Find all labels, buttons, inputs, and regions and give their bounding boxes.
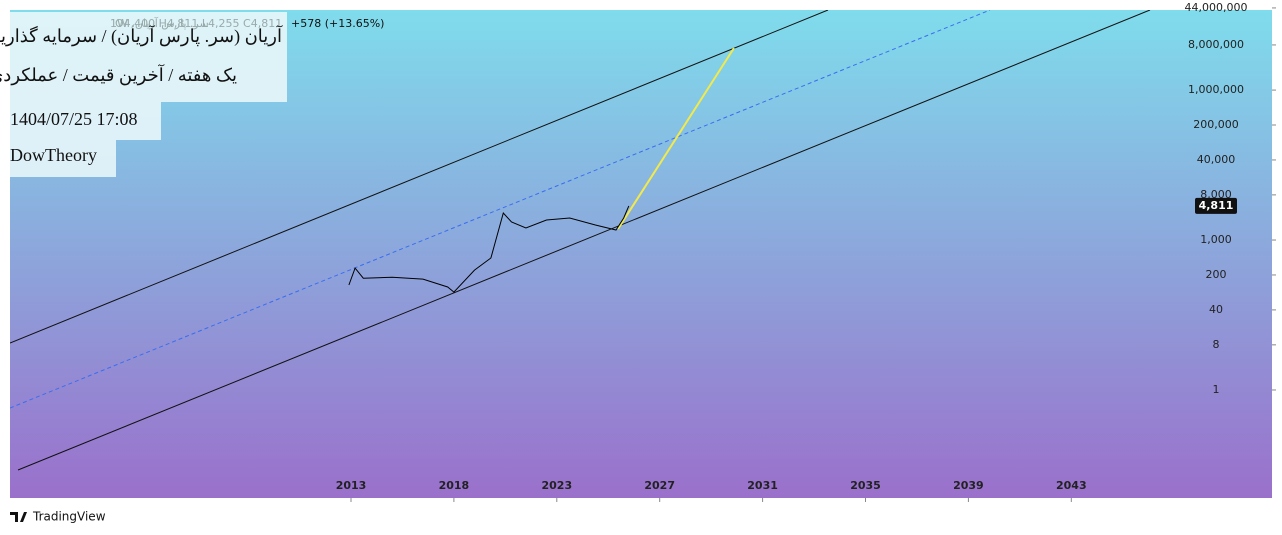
x-tick-label: 2043: [1056, 479, 1087, 492]
y-tick-label: 8,000,000: [1188, 38, 1244, 51]
y-tick-label: 40,000: [1197, 153, 1236, 166]
channel-middle: [10, 10, 991, 409]
brand: TradingView: [10, 510, 106, 524]
data-layer: 44,000,000 8,000,000 1,000,000 200,000 40,00…: [336, 1, 1276, 502]
title-box: [10, 12, 287, 64]
subtitle: یک هفته / آخرین قیمت / عملکردی: [0, 64, 237, 86]
brand-logo: [10, 512, 27, 522]
channel-lower: [17, 10, 1151, 471]
change-label: +578 (+13.65%): [291, 17, 384, 30]
author: DowTheory: [10, 145, 97, 165]
subtitle-box: [10, 64, 287, 102]
ohlc-label: O4,400 H4,811 L4,255 C4,811: [115, 17, 282, 30]
x-tick-label: 2027: [644, 479, 675, 492]
x-tick-label: 2035: [850, 479, 881, 492]
symbol-label: سر. پارس آریان، 1W: [110, 16, 209, 30]
last-price-label: 4,811: [1199, 199, 1234, 212]
x-tick-label: 2018: [439, 479, 470, 492]
y-tick-label: 40: [1209, 303, 1223, 316]
x-tick-label: 2031: [747, 479, 778, 492]
channel-upper: [10, 10, 829, 344]
title: آریان (سر. پارس آریان) / سرمایه گذاریها: [0, 25, 283, 47]
y-tick-label: 8: [1213, 338, 1220, 351]
y-tick-label: 1: [1213, 383, 1220, 396]
date-box: [10, 102, 161, 140]
drawings: [10, 10, 1151, 471]
date: 1404/07/25 17:08: [10, 109, 138, 129]
y-tick-label: 1,000,000: [1188, 83, 1244, 96]
projection-line: [617, 47, 735, 230]
price-line: [348, 205, 630, 293]
y-tick-label: 44,000,000: [1185, 1, 1248, 14]
brand-name: TradingView: [32, 510, 106, 524]
y-tick-label: 200,000: [1193, 118, 1239, 131]
y-tick-label: 8,000: [1200, 188, 1232, 201]
x-tick-label: 2023: [541, 479, 572, 492]
x-tick-label: 2013: [336, 479, 367, 492]
y-tick-label: 1,000: [1200, 233, 1232, 246]
last-price-box: [1195, 197, 1237, 214]
x-tick-label: 2039: [953, 479, 984, 492]
y-tick-label: 200: [1206, 268, 1227, 281]
author-box: [10, 140, 116, 177]
